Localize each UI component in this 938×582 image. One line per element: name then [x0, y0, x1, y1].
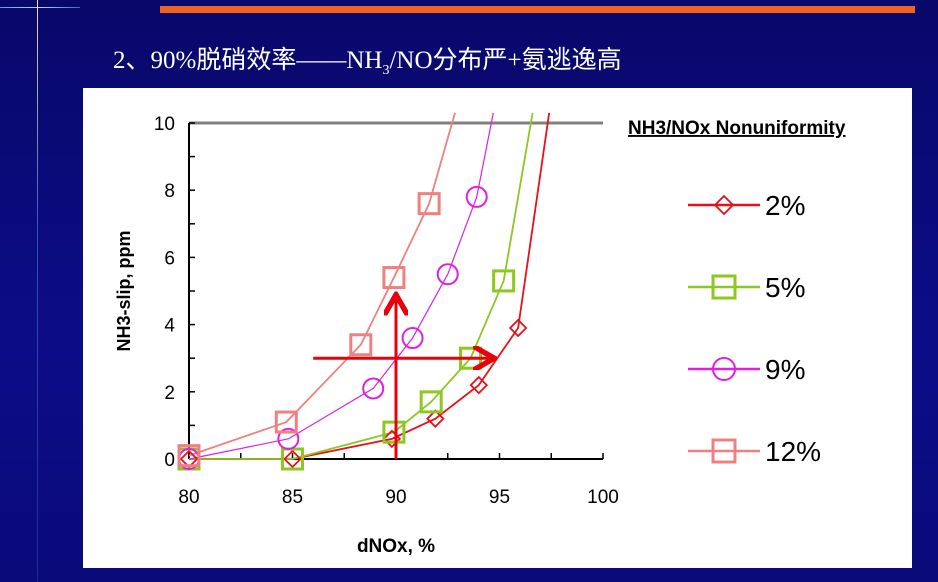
y-tick-label: 6 [164, 248, 175, 269]
legend-marker-icon [711, 274, 737, 300]
slide-title: 2、90%脱硝效率——NH3/NO分布严+氨逃逸高 [113, 47, 622, 78]
chart-panel [83, 88, 912, 568]
data-point-2% [469, 375, 489, 395]
data-point-5% [382, 420, 406, 444]
data-point-9% [401, 327, 424, 350]
y-axis-label: NH3-slip, ppm [114, 230, 134, 351]
data-point-5% [492, 269, 516, 293]
legend-marker-icon [712, 357, 736, 381]
y-tick-label: 2 [164, 383, 175, 404]
legend-label: 2% [765, 190, 805, 221]
data-point-12% [349, 333, 373, 357]
data-point-12% [417, 192, 441, 216]
data-point-12% [177, 444, 201, 468]
y-tick-label: 10 [154, 114, 175, 135]
x-tick-label: 90 [385, 487, 406, 508]
data-point-9% [436, 263, 459, 286]
legend-marker-icon [713, 194, 735, 216]
legend-label: 5% [765, 272, 805, 303]
x-tick-label: 100 [587, 487, 619, 508]
data-point-2% [283, 449, 302, 469]
data-point-2% [508, 318, 528, 338]
data-point-12% [274, 410, 298, 434]
x-axis-label: dNOx, % [357, 536, 435, 557]
legend-label: 9% [765, 354, 805, 385]
data-point-5% [419, 390, 443, 414]
legend-label: 12% [765, 436, 821, 467]
data-point-9% [465, 185, 488, 208]
y-tick-label: 4 [164, 316, 175, 337]
series-line-9% [188, 112, 494, 460]
series-line-12% [188, 112, 456, 457]
accent-bar [160, 6, 915, 13]
decorative-line [37, 0, 38, 582]
data-point-9% [277, 427, 300, 450]
data-point-2% [426, 409, 445, 428]
x-tick-label: 95 [489, 487, 510, 508]
y-tick-label: 8 [164, 181, 175, 202]
legend-title: NH3/NOx Nonuniformity [628, 118, 846, 139]
x-tick-label: 80 [178, 487, 199, 508]
legend-marker-icon [711, 438, 737, 464]
y-tick-label: 0 [164, 450, 175, 471]
x-tick-label: 85 [282, 487, 303, 508]
decorative-line [0, 7, 80, 8]
series-line-5% [189, 112, 534, 460]
series-line-2% [189, 112, 551, 460]
data-point-9% [362, 377, 385, 400]
data-point-12% [382, 266, 406, 290]
